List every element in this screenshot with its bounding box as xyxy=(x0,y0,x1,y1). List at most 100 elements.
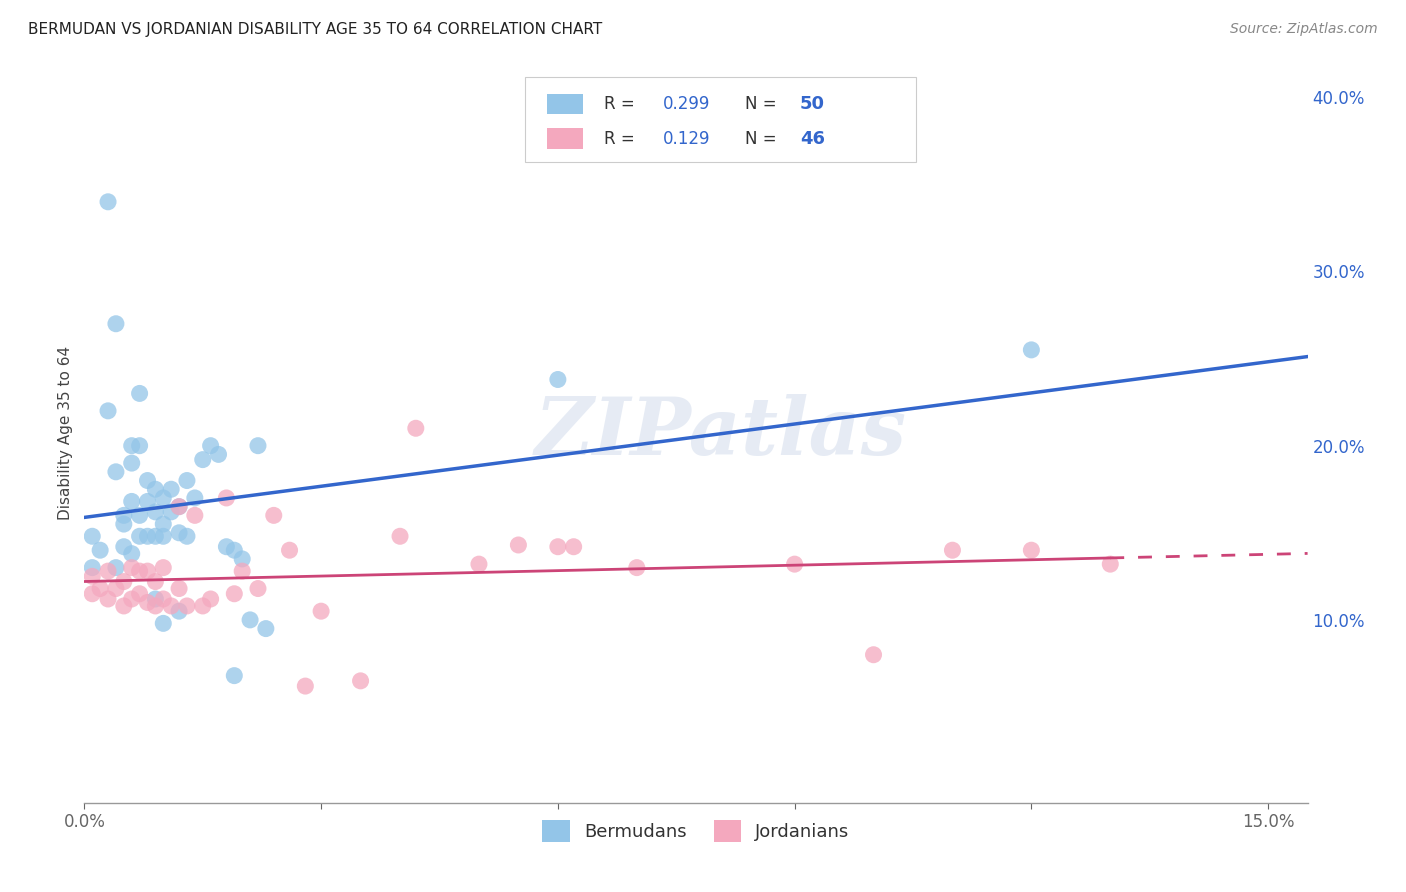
Point xyxy=(152,592,174,607)
Point xyxy=(941,543,963,558)
Point xyxy=(191,599,214,613)
Point xyxy=(167,525,190,540)
Point xyxy=(167,500,190,514)
Point xyxy=(82,560,104,574)
Point xyxy=(121,592,143,607)
Point xyxy=(508,538,530,552)
Point xyxy=(112,599,135,613)
Point xyxy=(224,543,246,558)
Point xyxy=(121,456,143,470)
FancyBboxPatch shape xyxy=(547,94,583,114)
Point xyxy=(82,587,104,601)
Point xyxy=(547,540,569,554)
Point xyxy=(128,386,150,401)
Point xyxy=(112,517,135,532)
Point xyxy=(104,582,127,596)
Text: N =: N = xyxy=(745,129,782,148)
Text: 0.129: 0.129 xyxy=(664,129,710,148)
Point xyxy=(104,317,127,331)
Point xyxy=(145,482,167,496)
Point xyxy=(224,587,246,601)
Point xyxy=(239,613,262,627)
Point xyxy=(128,564,150,578)
Point xyxy=(152,517,174,532)
Point xyxy=(97,564,120,578)
Point xyxy=(82,569,104,583)
Text: R =: R = xyxy=(605,129,640,148)
Point xyxy=(263,508,285,523)
Point xyxy=(128,508,150,523)
Point xyxy=(112,508,135,523)
Text: 0.299: 0.299 xyxy=(664,95,710,113)
Point xyxy=(1021,543,1043,558)
Point xyxy=(145,592,167,607)
Point xyxy=(145,529,167,543)
FancyBboxPatch shape xyxy=(547,128,583,149)
Point xyxy=(160,482,183,496)
Point xyxy=(294,679,316,693)
Point xyxy=(1099,557,1122,571)
Point xyxy=(121,560,143,574)
Point xyxy=(176,474,198,488)
Point xyxy=(278,543,301,558)
Point xyxy=(97,592,120,607)
Point xyxy=(176,529,198,543)
Point xyxy=(160,505,183,519)
Point xyxy=(231,552,253,566)
Text: BERMUDAN VS JORDANIAN DISABILITY AGE 35 TO 64 CORRELATION CHART: BERMUDAN VS JORDANIAN DISABILITY AGE 35 … xyxy=(28,22,602,37)
Point xyxy=(224,668,246,682)
Point xyxy=(136,529,159,543)
Text: Source: ZipAtlas.com: Source: ZipAtlas.com xyxy=(1230,22,1378,37)
Point xyxy=(405,421,427,435)
Point xyxy=(184,508,207,523)
Point xyxy=(231,564,253,578)
Point xyxy=(246,439,269,453)
Point xyxy=(97,404,120,418)
Point xyxy=(104,465,127,479)
Point xyxy=(128,439,150,453)
Point xyxy=(152,560,174,574)
Text: N =: N = xyxy=(745,95,782,113)
Point xyxy=(167,582,190,596)
Point xyxy=(167,604,190,618)
Point xyxy=(200,439,222,453)
Point xyxy=(246,582,269,596)
Point xyxy=(783,557,806,571)
Point xyxy=(128,587,150,601)
Point xyxy=(121,494,143,508)
Point xyxy=(349,673,371,688)
Point xyxy=(145,599,167,613)
Point xyxy=(97,194,120,209)
Point xyxy=(1021,343,1043,357)
Point xyxy=(562,540,585,554)
Point xyxy=(191,452,214,467)
Point xyxy=(82,529,104,543)
Point xyxy=(121,547,143,561)
Point xyxy=(389,529,412,543)
Point xyxy=(128,529,150,543)
Point xyxy=(152,616,174,631)
Point xyxy=(112,574,135,589)
Point xyxy=(136,564,159,578)
Text: R =: R = xyxy=(605,95,640,113)
Y-axis label: Disability Age 35 to 64: Disability Age 35 to 64 xyxy=(58,345,73,520)
Point xyxy=(89,582,111,596)
Point xyxy=(215,540,238,554)
Point xyxy=(145,505,167,519)
Point xyxy=(121,439,143,453)
FancyBboxPatch shape xyxy=(524,78,917,162)
Point xyxy=(207,447,229,461)
Point xyxy=(862,648,884,662)
Point xyxy=(309,604,332,618)
Point xyxy=(176,599,198,613)
Point xyxy=(136,494,159,508)
Point xyxy=(89,543,111,558)
Point xyxy=(468,557,491,571)
Point xyxy=(184,491,207,505)
Point xyxy=(145,574,167,589)
Point xyxy=(626,560,648,574)
Point xyxy=(547,372,569,386)
Point xyxy=(112,540,135,554)
Point xyxy=(167,500,190,514)
Point xyxy=(254,622,277,636)
